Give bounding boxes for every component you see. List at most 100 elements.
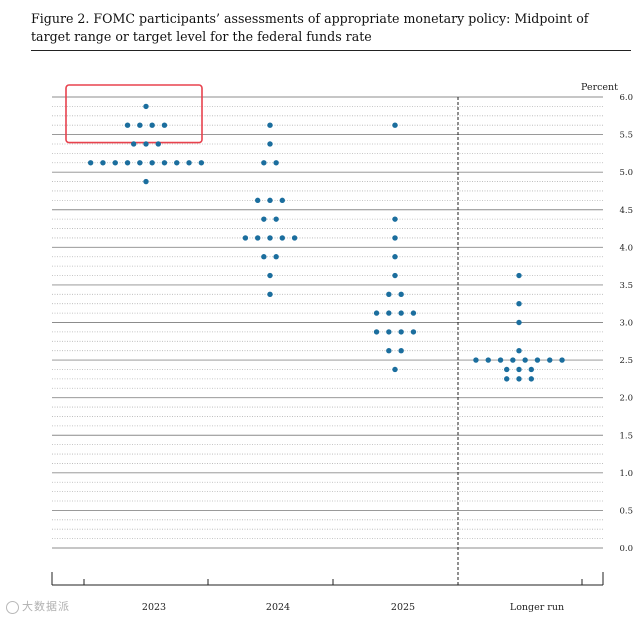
dot-point — [392, 254, 398, 260]
dot-point — [267, 291, 273, 298]
y-tick-label: 0.0 — [619, 544, 633, 554]
dot-point — [373, 310, 380, 316]
dot-point — [267, 122, 273, 128]
dot-point — [273, 254, 279, 260]
dot-point — [174, 160, 180, 166]
dot-point — [516, 272, 522, 279]
dot-point — [392, 216, 398, 222]
y-axis-label: Percent — [581, 82, 618, 93]
y-tick-label: 0.5 — [619, 506, 633, 516]
dot-point — [267, 197, 273, 204]
dot-point — [398, 329, 404, 335]
dot-point — [143, 103, 149, 110]
dot-point — [510, 357, 516, 363]
dot-point — [516, 347, 522, 354]
dot-point — [242, 235, 249, 241]
y-tick-label: 6.0 — [619, 93, 633, 103]
dot-point — [186, 160, 192, 166]
y-tick-label: 2.5 — [619, 356, 633, 366]
x-tick-label: 2024 — [266, 602, 290, 613]
dot-point — [161, 122, 168, 128]
dot-point — [497, 357, 504, 363]
dot-point — [131, 141, 137, 147]
dot-point — [261, 160, 267, 166]
dot-point — [279, 235, 285, 241]
dot-point — [87, 160, 94, 166]
y-tick-label: 4.0 — [619, 243, 633, 253]
x-tick-label: 2025 — [391, 602, 415, 613]
y-tick-label: 3.0 — [619, 319, 633, 329]
dot-point — [392, 235, 398, 241]
dot-point — [279, 197, 285, 204]
dot-point — [398, 310, 404, 316]
dot-point — [392, 272, 398, 279]
dot-point — [255, 197, 261, 204]
dot-point — [392, 366, 398, 373]
dot-point — [386, 310, 392, 316]
logo-circle-icon — [6, 600, 19, 614]
dot-point — [386, 347, 392, 354]
dots — [87, 103, 565, 382]
dot-point — [473, 357, 479, 363]
dot-point — [516, 301, 522, 307]
dot-point — [149, 122, 155, 128]
dot-point — [143, 178, 149, 185]
dot-point — [267, 272, 273, 279]
dot-point — [386, 291, 392, 298]
title-rule — [31, 50, 631, 51]
x-tick-labels: 2023 2024 2025 Longer run — [142, 602, 564, 613]
dot-point — [267, 235, 273, 241]
y-tick-label: 5.5 — [619, 131, 633, 141]
dot-point — [516, 366, 522, 373]
dot-point — [291, 235, 298, 241]
dot-point — [273, 216, 279, 222]
dot-point — [373, 329, 380, 335]
dot-point — [398, 291, 404, 298]
dot-point — [485, 357, 491, 363]
dot-point — [410, 329, 417, 335]
dot-point — [398, 347, 404, 354]
dot-point — [124, 122, 131, 128]
dot-point — [516, 376, 522, 382]
y-tick-label: 1.0 — [619, 469, 633, 479]
dot-point — [155, 141, 161, 147]
dot-point — [534, 357, 541, 363]
dot-point — [261, 254, 267, 260]
dot-point — [137, 160, 143, 166]
dot-point — [528, 376, 534, 382]
dot-point — [255, 235, 261, 241]
dot-point — [267, 141, 273, 147]
dot-point — [504, 376, 510, 382]
y-tick-label: 3.5 — [619, 281, 633, 291]
y-tick-label: 5.0 — [619, 168, 633, 178]
watermark-text: 大数据派 — [22, 600, 70, 613]
dot-point — [516, 319, 522, 326]
x-tick-label: Longer run — [510, 602, 564, 613]
y-tick-label: 2.0 — [619, 394, 633, 404]
dot-point — [161, 160, 168, 166]
y-tick-label: 1.5 — [619, 431, 633, 441]
watermark: 大数据派 — [6, 598, 70, 614]
dot-point — [528, 366, 534, 373]
grid-lines — [52, 96, 603, 549]
dot-point — [100, 160, 106, 166]
dot-point — [149, 160, 155, 166]
dot-point — [504, 366, 510, 373]
y-tick-label: 4.5 — [619, 206, 633, 216]
highlight-box — [65, 84, 203, 144]
dot-point — [547, 357, 553, 363]
x-axis — [51, 572, 604, 586]
dot-point — [112, 160, 118, 166]
x-tick-label: 2023 — [142, 602, 166, 613]
dot-point — [559, 357, 565, 363]
dot-point — [392, 122, 398, 128]
dot-point — [410, 310, 417, 316]
figure-title: Figure 2. FOMC participants’ assessments… — [31, 11, 589, 44]
dot-point — [273, 160, 279, 166]
y-tick-labels: 0.0 0.5 1.0 1.5 2.0 2.5 3.0 3.5 4.0 4.5 5.0 5.5 6.0 — [619, 93, 633, 554]
dot-point — [198, 160, 205, 166]
dot-point — [522, 357, 528, 363]
dot-point — [124, 160, 131, 166]
dot-point — [143, 141, 149, 147]
